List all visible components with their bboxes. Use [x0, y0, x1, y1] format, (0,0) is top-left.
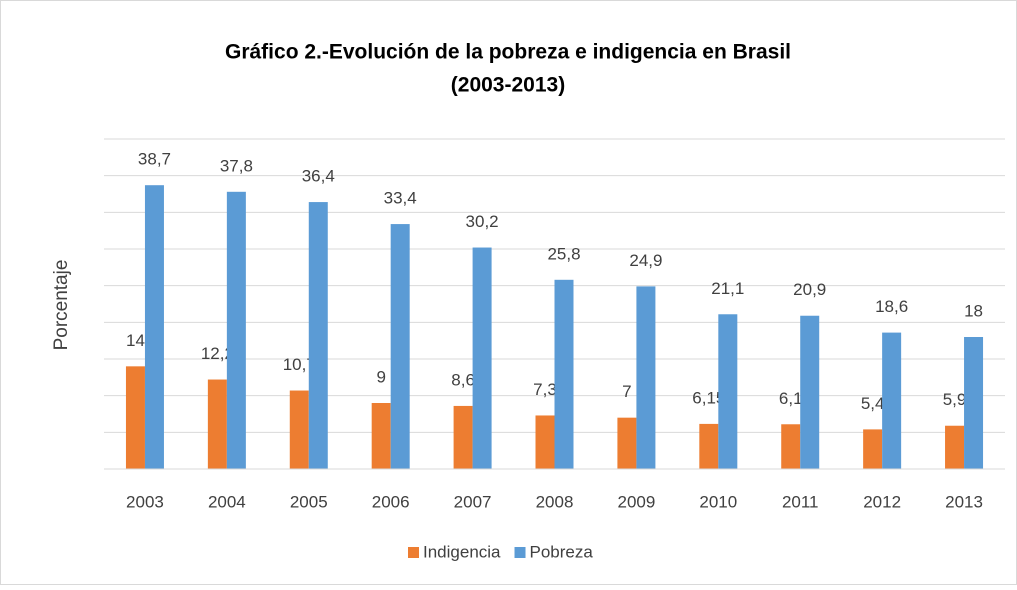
- x-tick-label: 2009: [617, 492, 655, 511]
- bar: [125, 366, 145, 469]
- data-label: 5,4: [861, 394, 885, 413]
- bar: [718, 314, 738, 469]
- data-label: 14: [126, 331, 145, 350]
- data-label: 30,2: [466, 212, 499, 231]
- bar: [453, 405, 473, 469]
- x-tick-label: 2007: [454, 492, 492, 511]
- legend-label: Indigencia: [423, 542, 501, 561]
- data-label: 18,6: [875, 297, 908, 316]
- bar: [800, 315, 820, 469]
- bar: [472, 247, 492, 469]
- y-axis-title: Porcentaje: [51, 260, 72, 351]
- data-label: 25,8: [547, 244, 580, 263]
- legend-swatch: [408, 547, 419, 558]
- bar: [781, 424, 801, 469]
- bar: [144, 185, 164, 469]
- x-tick-label: 2008: [536, 492, 574, 511]
- x-tick-label: 2010: [699, 492, 737, 511]
- bar: [207, 379, 227, 469]
- bar: [882, 332, 902, 469]
- bar: [636, 286, 656, 469]
- bar: [554, 279, 574, 469]
- data-label: 21,1: [711, 279, 744, 298]
- legend-label: Pobreza: [530, 542, 594, 561]
- bar: [226, 191, 246, 470]
- bar: [535, 415, 555, 469]
- bar: [699, 423, 719, 469]
- bar: [617, 417, 637, 469]
- chart-title: Gráfico 2.-Evolución de la pobreza e ind…: [225, 41, 791, 64]
- data-label: 8,6: [451, 370, 475, 389]
- data-label: 7: [622, 382, 631, 401]
- data-label: 7,3: [533, 380, 557, 399]
- data-label: 9: [376, 367, 385, 386]
- x-tick-label: 2006: [372, 492, 410, 511]
- x-tick-label: 2013: [945, 492, 983, 511]
- x-tick-label: 2005: [290, 492, 328, 511]
- x-tick-label: 2012: [863, 492, 901, 511]
- x-tick-label: 2003: [126, 492, 164, 511]
- data-label: 10,7: [283, 355, 316, 374]
- x-tick-label: 2004: [208, 492, 246, 511]
- data-label: 20,9: [793, 280, 826, 299]
- bar: [964, 337, 984, 469]
- bar: [863, 429, 883, 469]
- data-label: 12,2: [201, 344, 234, 363]
- bar: [390, 224, 410, 469]
- bar: [289, 390, 309, 469]
- data-label: 18: [964, 301, 983, 320]
- bar: [945, 425, 965, 469]
- data-label: 37,8: [220, 156, 253, 175]
- bar: [308, 202, 328, 470]
- data-label: 6,1: [779, 389, 803, 408]
- data-label: 5,9: [943, 390, 967, 409]
- data-label: 33,4: [384, 189, 417, 208]
- bar: [371, 403, 391, 469]
- x-tick-label: 2011: [782, 492, 819, 511]
- chart-title: (2003-2013): [451, 74, 565, 97]
- data-label: 6,15: [692, 388, 725, 407]
- data-label: 38,7: [138, 150, 171, 169]
- data-label: 24,9: [629, 251, 662, 270]
- legend-swatch: [514, 547, 526, 558]
- data-label: 36,4: [302, 167, 335, 186]
